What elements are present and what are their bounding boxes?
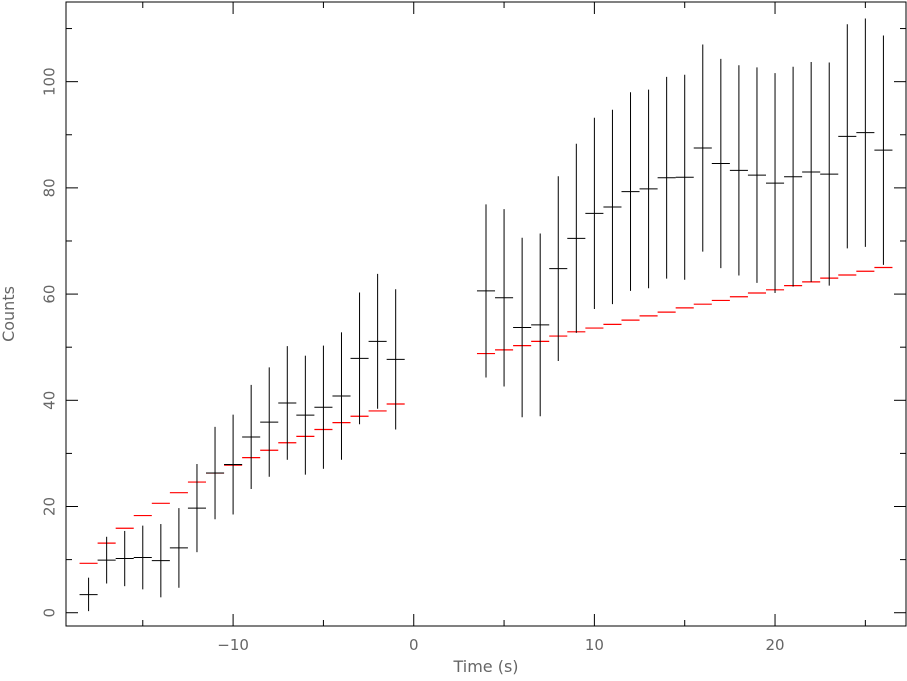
y-tick-label: 40 [41,391,59,410]
axis-tick-labels: −10 0 10 20 0 20 40 60 80 100 [41,67,785,654]
x-tick-label: −10 [217,636,249,654]
x-axis-label: Time (s) [452,657,518,676]
data-series [79,18,893,612]
x-tick-label: 20 [765,636,784,654]
y-tick-label: 100 [41,67,59,96]
plot-frame [65,1,907,627]
axis-ticks [66,2,906,626]
y-tick-label: 80 [41,178,59,197]
y-tick-label: 60 [41,285,59,304]
x-tick-label: 10 [585,636,604,654]
y-tick-label: 0 [41,608,59,618]
y-tick-label: 20 [41,497,59,516]
x-tick-label: 0 [409,636,419,654]
y-axis-label: Counts [0,286,18,342]
